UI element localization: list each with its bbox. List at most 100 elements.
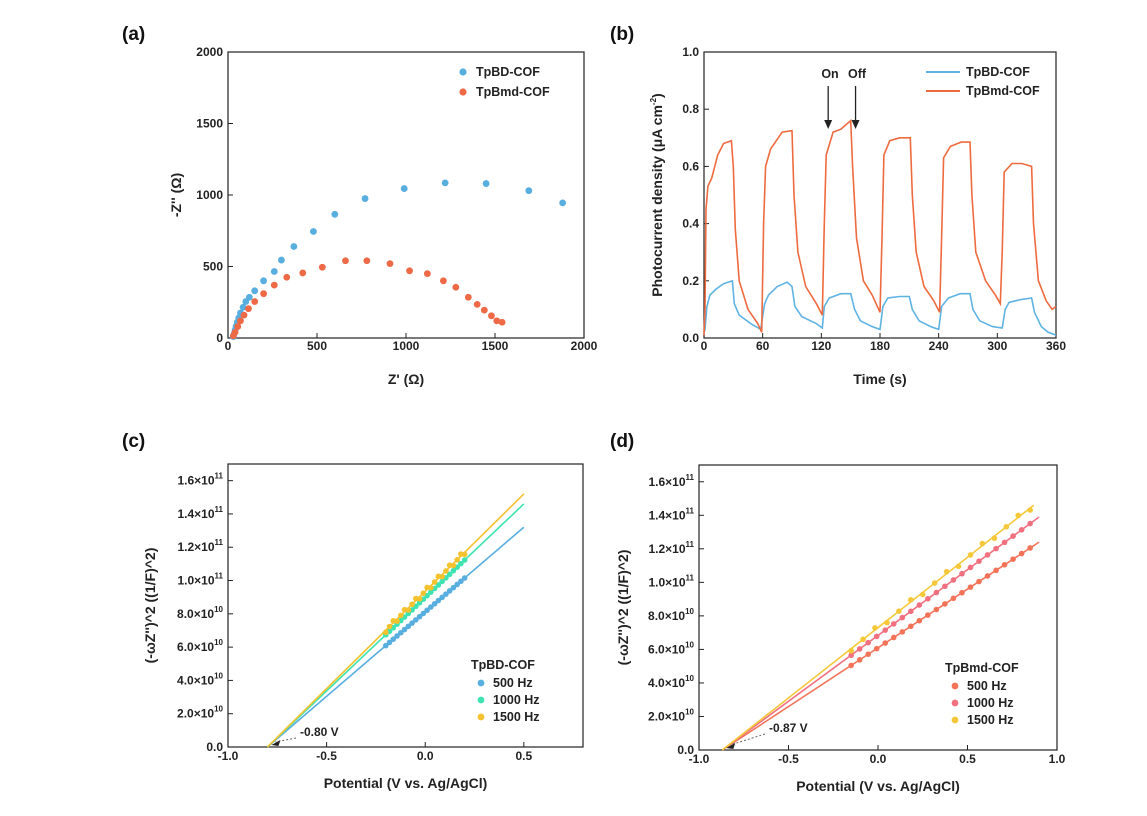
data-point-1000-hz [1027,520,1033,527]
legend-title: TpBmd-COF [945,661,1019,675]
data-point-tpbmd-cof [498,318,506,326]
y-tick-label: 6.0×1010 [648,640,694,656]
data-point-1000-hz [916,602,923,608]
data-point-1500-hz [386,623,393,630]
data-point-tpbd-cof [559,199,567,207]
data-point-tpbmd-cof [342,257,349,265]
y-tick-label: 1.6×1011 [177,472,223,488]
data-point-500-hz [428,604,434,610]
y-tick-label: 4.0×1010 [648,674,694,690]
data-point-1000-hz [461,557,468,563]
y-tick-mantissa: 8.0×10 [177,607,214,621]
y-tick-exponent: 10 [214,671,223,680]
data-point-500-hz [925,612,931,618]
panel-label-b: (b) [610,24,634,45]
y-tick-mantissa: 1.4×10 [177,507,214,521]
legend-marker [477,713,485,721]
data-point-tpbmd-cof [488,312,495,320]
data-point-1500-hz [919,591,926,598]
y-tick-exponent: 10 [685,674,694,683]
intercept-arrowhead [726,743,736,749]
intercept-annotation: -0.80 V [300,725,339,739]
data-point-1000-hz [882,627,889,633]
x-tick-label: 500 [307,339,327,353]
annotation-arrowhead [824,120,833,129]
panel-label-c: (c) [122,431,145,452]
data-point-1000-hz [416,599,423,606]
data-point-1000-hz [865,639,871,646]
data-point-tpbd-cof [239,303,247,311]
y-tick-label: 0.0 [682,331,699,345]
data-point-500-hz [420,610,427,617]
x-axis-label-d: Potential (V vs. Ag/AgCl) [796,778,960,794]
data-point-500-hz [416,613,423,620]
y-tick-mantissa: 1.2×10 [648,542,685,556]
y-tick-label: 4.0×1010 [177,671,223,687]
y-axis-label-tail: ) [649,93,665,98]
y-tick-exponent: 11 [215,538,224,547]
data-point-500-hz [942,601,948,607]
data-point-500-hz [993,567,999,574]
legend-label: TpBD-COF [966,65,1030,79]
x-tick-label: -0.5 [316,749,337,763]
data-point-1000-hz [976,558,982,564]
annotation-arrowhead [851,120,860,129]
data-point-tpbd-cof [290,243,298,250]
y-tick-exponent: 10 [685,640,694,649]
data-point-tpbd-cof [400,185,408,192]
data-point-500-hz [431,600,438,607]
x-tick-label: 0.5 [959,752,976,766]
data-point-500-hz [1001,561,1008,568]
x-tick-label: 60 [756,339,770,353]
data-point-tpbd-cof [251,287,259,295]
data-point-500-hz [409,620,415,626]
y-tick-mantissa: 4.0×10 [648,676,685,690]
series-line-tpbmd-cof [703,118,1057,336]
legend-label: 1000 Hz [493,693,540,707]
data-point-500-hz [848,662,854,669]
data-point-tpbd-cof [278,256,285,264]
data-point-tpbd-cof [245,293,253,301]
y-tick-label: 1500 [196,117,223,131]
plot-frame-c [227,463,584,748]
data-point-tpbmd-cof [240,311,248,319]
y-tick-exponent: 10 [214,705,223,714]
x-tick-label: 1.0 [1049,752,1066,766]
legend-label: TpBmd-COF [476,85,550,99]
data-point-1500-hz [398,612,404,619]
data-point-tpbmd-cof [283,273,291,281]
y-tick-mantissa: 2.0×10 [177,707,214,721]
data-point-500-hz [405,623,412,630]
data-point-1000-hz [890,621,897,627]
data-point-500-hz [390,636,397,642]
legend-marker [951,716,959,724]
data-point-1000-hz [984,552,991,558]
data-point-500-hz [450,584,457,591]
y-tick-label: 2.0×1010 [648,707,694,723]
y-tick-label: 1.0×1011 [177,572,223,588]
data-point-1500-hz [450,562,457,569]
y-tick-label: 1.2×1011 [648,540,694,556]
data-point-500-hz [458,578,464,585]
data-point-1000-hz [450,567,457,574]
data-point-500-hz [424,607,430,614]
x-tick-label: -1.0 [689,752,710,766]
data-point-1500-hz [967,552,974,558]
y-tick-exponent: 11 [686,540,695,549]
x-axis-label-b: Time (s) [853,371,906,387]
legend-marker [951,699,959,707]
y-tick-exponent: 11 [686,573,695,582]
data-point-1500-hz [1003,523,1010,530]
y-tick-label: 1.4×1011 [648,506,694,522]
y-tick-mantissa: 1.0×10 [648,575,685,589]
data-point-500-hz [882,640,889,646]
data-point-1500-hz [979,540,986,547]
data-point-500-hz [401,626,408,633]
data-point-500-hz [899,629,906,635]
legend-marker [951,682,959,690]
y-tick-label: 8.0×1010 [177,605,223,621]
data-point-1000-hz [899,614,906,621]
data-point-1500-hz [416,596,423,602]
data-point-1000-hz [1010,533,1016,539]
